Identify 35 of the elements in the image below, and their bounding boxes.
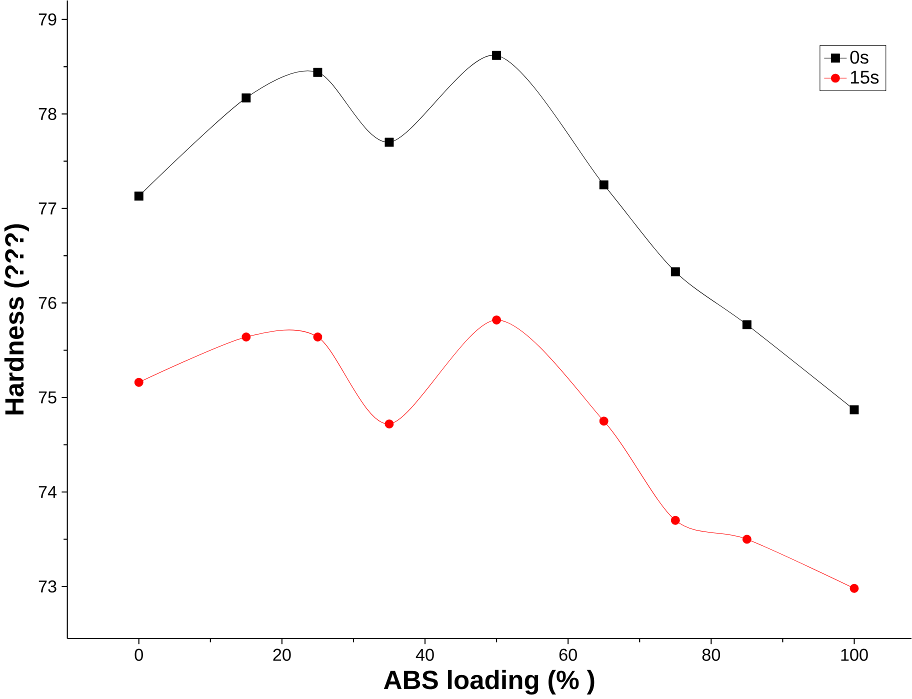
point — [742, 534, 752, 544]
point — [599, 180, 608, 190]
point — [599, 416, 608, 426]
point — [742, 320, 752, 330]
point — [134, 378, 144, 387]
point — [492, 315, 502, 324]
point — [850, 405, 859, 414]
x-tick-label: 80 — [702, 648, 720, 661]
x-axis-title: ABS loading (% ) — [384, 670, 594, 695]
point — [492, 50, 502, 60]
y-tick-label: 74 — [38, 486, 57, 498]
point — [313, 68, 322, 77]
point — [384, 138, 394, 147]
point — [670, 516, 680, 525]
y-tick-label: 75 — [38, 392, 56, 404]
legend-label: 15s — [850, 70, 879, 84]
y-tick-label: 77 — [38, 202, 56, 214]
x-tick-label: 20 — [273, 648, 291, 661]
point — [850, 584, 859, 593]
legend-label: 0s — [850, 50, 868, 64]
x-tick-label: 60 — [559, 648, 577, 661]
point — [670, 267, 680, 276]
y-tick-label: 79 — [38, 13, 56, 26]
point — [134, 192, 144, 201]
x-tick-label: 40 — [416, 648, 434, 661]
y-tick-label: 78 — [38, 108, 56, 120]
y-tick-label: 73 — [38, 580, 56, 593]
point — [384, 419, 394, 428]
x-tick-label: 0 — [134, 648, 143, 661]
x-tick-label: 100 — [841, 648, 868, 661]
point — [242, 93, 251, 102]
point — [242, 332, 251, 342]
y-tick-label: 76 — [38, 296, 56, 310]
y-axis-title: Hardness (???) — [4, 224, 29, 414]
point — [313, 332, 322, 342]
